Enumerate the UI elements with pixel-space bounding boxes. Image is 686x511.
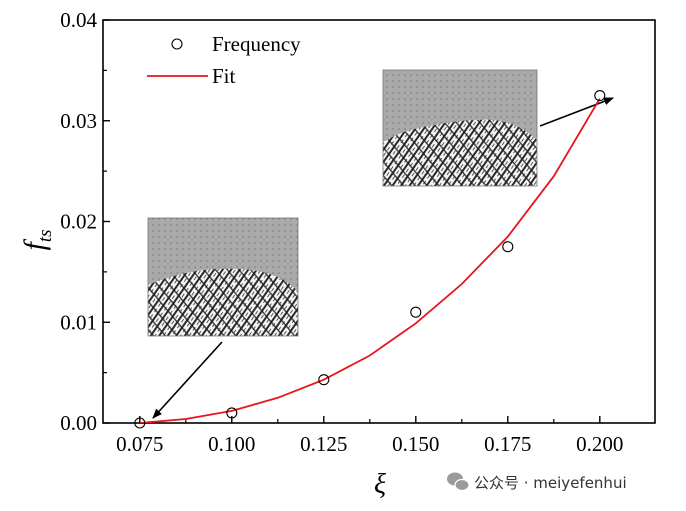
frequency-point <box>502 241 514 253</box>
inset-high-xi <box>382 69 538 187</box>
frequency-points <box>134 90 606 429</box>
y-axis-ticks: 0.00 0.01 0.02 0.03 0.04 <box>60 8 110 435</box>
legend-label-frequency: Frequency <box>212 32 301 56</box>
watermark: 公众号 · meiyefenhui <box>447 472 627 492</box>
wechat-icon <box>447 472 470 492</box>
fit-line <box>139 98 601 423</box>
inset-low-xi <box>147 217 299 337</box>
x-axis-title: ξ <box>374 469 386 500</box>
x-tick-label: 0.175 <box>484 432 531 456</box>
x-tick-label: 0.075 <box>116 432 163 456</box>
legend-marker-frequency <box>171 38 183 50</box>
frequency-point <box>226 407 238 419</box>
legend: Frequency Fit <box>147 32 301 88</box>
y-axis-title-sub: ts <box>35 229 56 242</box>
x-tick-label: 0.150 <box>392 432 439 456</box>
x-tick-label: 0.125 <box>300 432 347 456</box>
y-tick-label: 0.01 <box>60 310 97 334</box>
y-tick-label: 0.03 <box>60 109 97 133</box>
y-tick-label: 0.00 <box>60 411 97 435</box>
x-tick-label: 0.200 <box>576 432 623 456</box>
frequency-point <box>594 90 606 102</box>
x-axis-ticks: 0.075 0.100 0.125 0.150 0.175 0.200 <box>116 416 623 456</box>
watermark-text: 公众号 · meiyefenhui <box>474 474 627 492</box>
frequency-point <box>410 306 422 318</box>
y-tick-label: 0.04 <box>60 8 97 32</box>
frequency-point <box>318 374 330 386</box>
legend-label-fit: Fit <box>212 64 236 88</box>
inset-high-xi-arrow <box>539 97 614 127</box>
x-tick-label: 0.100 <box>208 432 255 456</box>
y-tick-label: 0.02 <box>60 210 97 234</box>
frequency-point <box>134 417 146 429</box>
y-axis-title: fts <box>18 229 56 250</box>
inset-low-xi-arrow <box>152 341 223 419</box>
